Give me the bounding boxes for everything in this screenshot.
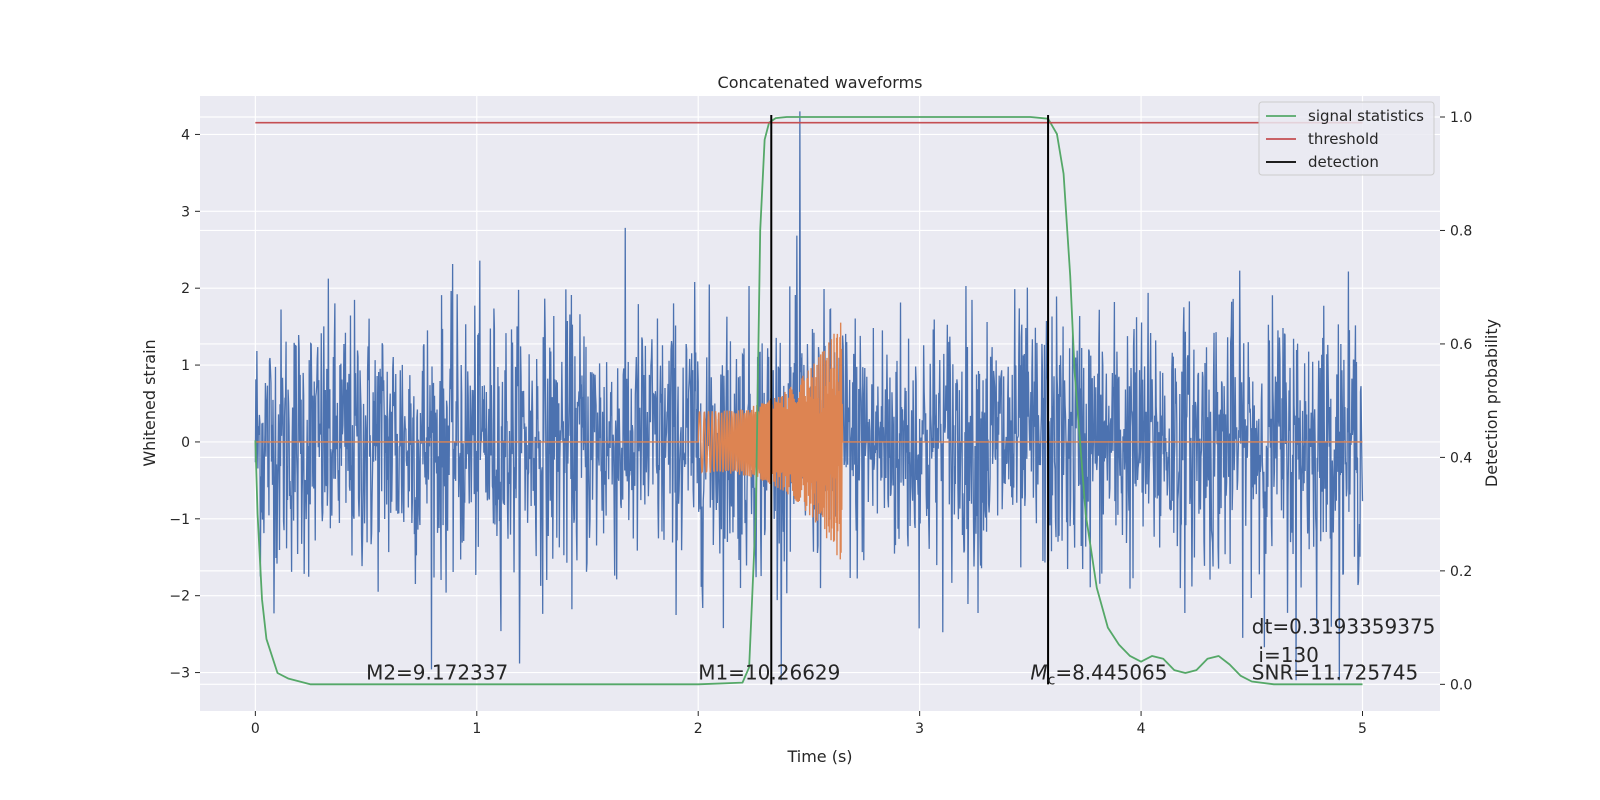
y-tick-label: 4: [181, 127, 190, 143]
legend-label-detection: detection: [1308, 153, 1379, 171]
y-tick-label: 1: [181, 358, 190, 374]
annotation-i: i=130: [1258, 643, 1319, 667]
x-tick-label: 3: [915, 721, 924, 737]
annotation-mc: Mc=8.445065: [1030, 661, 1167, 689]
plot-series: [254, 111, 1364, 686]
annotation-subscript: c: [1048, 673, 1056, 689]
chart-title: Concatenated waveforms: [718, 73, 923, 92]
x-tick-label: 5: [1358, 721, 1367, 737]
y-axis-label: Whitened strain: [140, 339, 159, 466]
annotation-value: =8.445065: [1055, 661, 1167, 685]
y2-axis-label: Detection probability: [1482, 319, 1501, 487]
annotation-symbol: M: [1030, 661, 1047, 685]
axes: 0 1 2 3 4 5 −3 −2 −1 0 1 2 3 4 0.0 0.2 0.4 0.6 0.8 1.0: [169, 110, 1472, 737]
y-tick-label: 2: [181, 281, 190, 297]
chirp-series-line: [255, 322, 1363, 560]
y2-tick-label: 0.6: [1450, 337, 1472, 353]
annotation-dt: dt=0.3193359375: [1252, 614, 1436, 638]
y-tick-label: −2: [169, 589, 190, 605]
y2-tick-label: 1.0: [1450, 110, 1472, 126]
x-tick-label: 2: [694, 721, 703, 737]
y-tick-label: 3: [181, 204, 190, 220]
x-tick-label: 0: [251, 721, 260, 737]
legend-label-signal-statistics: signal statistics: [1308, 107, 1424, 125]
signal-statistics-line: [254, 116, 1363, 686]
y2-tick-label: 0.8: [1450, 223, 1472, 239]
x-tick-label: 1: [472, 721, 481, 737]
x-tick-label: 4: [1137, 721, 1146, 737]
y-tick-label: 0: [181, 435, 190, 451]
y-tick-label: −1: [169, 512, 190, 528]
legend-label-threshold: threshold: [1308, 130, 1379, 148]
y2-tick-label: 0.4: [1450, 450, 1472, 466]
y2-tick-label: 0.0: [1450, 677, 1472, 693]
annotation-m1: M1=10.26629: [698, 661, 840, 685]
series-layer: [254, 111, 1364, 686]
legend: signal statistics threshold detection: [1258, 101, 1435, 176]
annotation-snr: SNR=11.725745: [1252, 661, 1418, 685]
y2-tick-label: 0.2: [1450, 564, 1472, 580]
x-axis-label: Time (s): [786, 747, 852, 766]
legend-box: [1258, 101, 1435, 176]
annotation-m2: M2=9.172337: [366, 661, 508, 685]
annotations: M2=9.172337 M1=10.26629 Mc=8.445065 SNR=11.…: [366, 614, 1435, 688]
y-tick-label: −3: [169, 666, 190, 682]
